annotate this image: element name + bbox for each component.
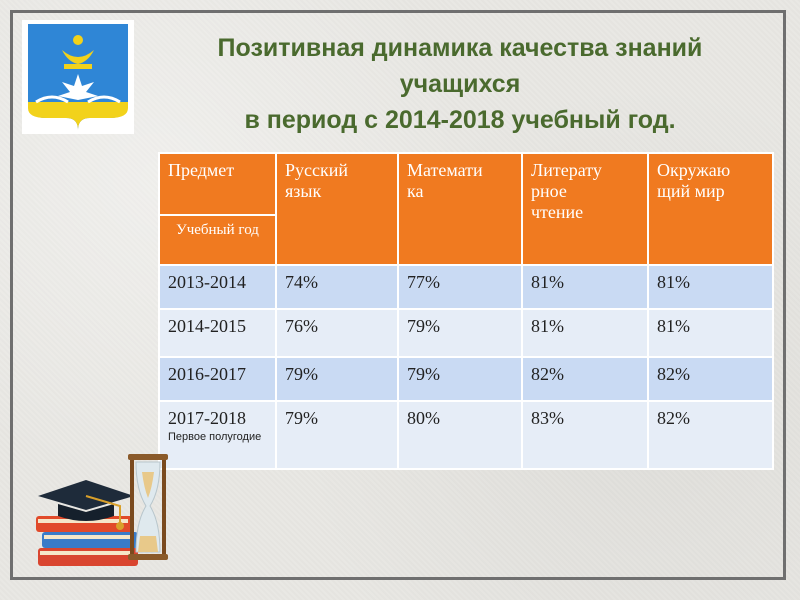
row-year: 2017-2018 Первое полугодие bbox=[158, 400, 277, 470]
header-col-literature: Литерату рное чтение bbox=[521, 152, 649, 266]
table-row: 2014-2015 76% 79% 81% 81% bbox=[158, 308, 774, 358]
header-subject: Предмет bbox=[158, 152, 277, 216]
header-col-world-line2: щий мир bbox=[657, 181, 725, 201]
title-line-2: учащихся bbox=[399, 70, 521, 98]
cell-world: 82% bbox=[647, 356, 774, 402]
cell-world: 81% bbox=[647, 308, 774, 358]
header-col-russian-line2: язык bbox=[285, 181, 322, 201]
row-year-note: Первое полугодие bbox=[168, 431, 262, 443]
slide-title: Позитивная динамика качества знаний учащ… bbox=[140, 30, 780, 138]
row-year: 2016-2017 bbox=[158, 356, 277, 402]
graduation-cap-icon bbox=[38, 480, 134, 530]
results-table: Предмет Русский язык Математи ка Литерат… bbox=[158, 152, 774, 470]
table-row: 2016-2017 79% 79% 82% 82% bbox=[158, 356, 774, 402]
cell-literature: 82% bbox=[521, 356, 649, 402]
cell-russian: 79% bbox=[275, 356, 399, 402]
header-col-world-line1: Окружаю bbox=[657, 160, 731, 180]
slide-frame bbox=[10, 10, 786, 580]
header-col-world: Окружаю щий мир bbox=[647, 152, 774, 266]
cell-math: 77% bbox=[397, 264, 523, 310]
cell-russian: 76% bbox=[275, 308, 399, 358]
header-col-literature-line2: рное bbox=[531, 181, 567, 201]
table-row: 2013-2014 74% 77% 81% 81% bbox=[158, 264, 774, 310]
title-line-1: Позитивная динамика качества знаний bbox=[217, 34, 703, 62]
row-year: 2014-2015 bbox=[158, 308, 277, 358]
cell-math: 80% bbox=[397, 400, 523, 470]
cell-literature: 81% bbox=[521, 264, 649, 310]
hourglass-icon bbox=[128, 454, 168, 560]
coat-of-arms-icon bbox=[22, 20, 134, 134]
cell-russian: 74% bbox=[275, 264, 399, 310]
header-col-math-line1: Математи bbox=[407, 160, 483, 180]
books-icon bbox=[36, 516, 138, 566]
cell-math: 79% bbox=[397, 356, 523, 402]
header-col-literature-line1: Литерату bbox=[531, 160, 602, 180]
row-year: 2013-2014 bbox=[158, 264, 277, 310]
cell-literature: 81% bbox=[521, 308, 649, 358]
cell-math: 79% bbox=[397, 308, 523, 358]
books-decoration bbox=[36, 454, 168, 566]
cell-world: 81% bbox=[647, 264, 774, 310]
header-col-math-line2: ка bbox=[407, 181, 424, 201]
header-col-russian-line1: Русский bbox=[285, 160, 348, 180]
header-col-math: Математи ка bbox=[397, 152, 523, 266]
cell-russian: 79% bbox=[275, 400, 399, 470]
table-row: 2017-2018 Первое полугодие 79% 80% 83% 8… bbox=[158, 400, 774, 470]
header-col-russian: Русский язык bbox=[275, 152, 399, 266]
row-year-label: 2017-2018 bbox=[168, 408, 246, 428]
cell-literature: 83% bbox=[521, 400, 649, 470]
header-year: Учебный год bbox=[158, 214, 277, 266]
header-col-literature-line3: чтение bbox=[531, 202, 584, 222]
cell-world: 82% bbox=[647, 400, 774, 470]
title-line-3: в период с 2014-2018 учебный год. bbox=[244, 106, 676, 134]
